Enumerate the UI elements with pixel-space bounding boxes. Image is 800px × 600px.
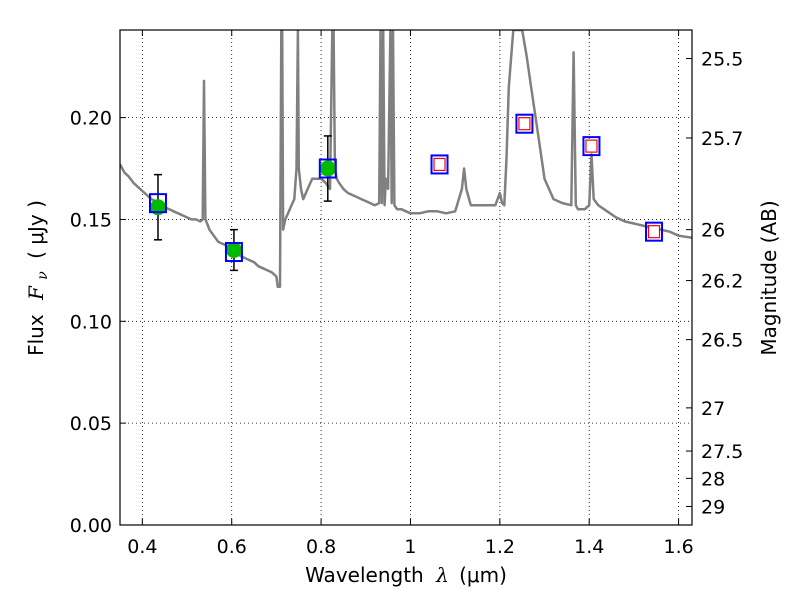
x-axis-label-prefix: Wavelength [305, 563, 424, 587]
plot-frame [119, 29, 693, 526]
y-tick-label: 0.00 [70, 515, 112, 537]
y-axis-label-subscript: ν [35, 271, 51, 280]
right-axis-label: Magnitude (AB) [757, 200, 781, 355]
mag-tick-label: 26.2 [701, 271, 743, 293]
predicted-square-inner [647, 225, 661, 239]
y-tick-label: 0.10 [70, 311, 112, 333]
mag-tick-label: 27.5 [701, 441, 743, 463]
x-axis-label: Wavelength λ (μm) [305, 563, 507, 587]
y-axis-label-symbol: F [24, 285, 48, 301]
predicted-square-outer [645, 221, 664, 242]
mag-tick-label: 26.5 [701, 330, 743, 352]
predicted-square-outer [582, 136, 601, 157]
y-axis-label-units: ( μJy ) [24, 200, 48, 259]
x-tick-label: 0.8 [306, 536, 336, 558]
x-tick-label: 0.6 [217, 536, 247, 558]
y-axis-label: Flux F ν ( μJy ) [24, 200, 52, 356]
x-tick-label: 1.6 [663, 536, 693, 558]
model-flux-square [148, 193, 167, 214]
mag-tick-label: 27 [701, 398, 725, 420]
y-tick-label: 0.15 [70, 209, 112, 231]
model-flux-square [224, 242, 243, 263]
y-tick-label: 0.20 [70, 108, 112, 130]
plot-area [120, 30, 692, 288]
ticks: 0.4 0.6 0.8 1 1.2 1.4 1.6 0.00 0.05 0.10 0.15 0.20 2… [70, 30, 743, 558]
observed-point [319, 160, 336, 177]
predicted-square-inner [433, 157, 446, 172]
x-tick-label: 1.2 [485, 536, 515, 558]
predicted-square-outer [430, 154, 449, 175]
model-flux-square [318, 158, 337, 179]
x-axis-label-units: (μm) [459, 563, 507, 587]
x-tick-label: 0.4 [127, 536, 157, 558]
mag-tick-label: 26 [701, 220, 725, 242]
mag-tick-label: 29 [701, 496, 725, 518]
mag-tick-label: 25.7 [701, 128, 743, 150]
predicted-square-outer [515, 113, 534, 134]
mag-tick-label: 25.5 [701, 49, 743, 71]
y-axis-label-prefix: Flux [24, 314, 48, 356]
predicted-square-inner [518, 117, 531, 131]
x-axis-label-symbol: λ [435, 563, 449, 587]
mag-tick-label: 28 [701, 468, 725, 490]
predicted-square-inner [585, 139, 598, 153]
x-tick-label: 1 [404, 536, 416, 558]
x-tick-label: 1.4 [574, 536, 604, 558]
sed-line [120, 30, 692, 288]
y-tick-label: 0.05 [70, 413, 112, 435]
observed-point [225, 242, 242, 258]
grid [120, 30, 692, 525]
